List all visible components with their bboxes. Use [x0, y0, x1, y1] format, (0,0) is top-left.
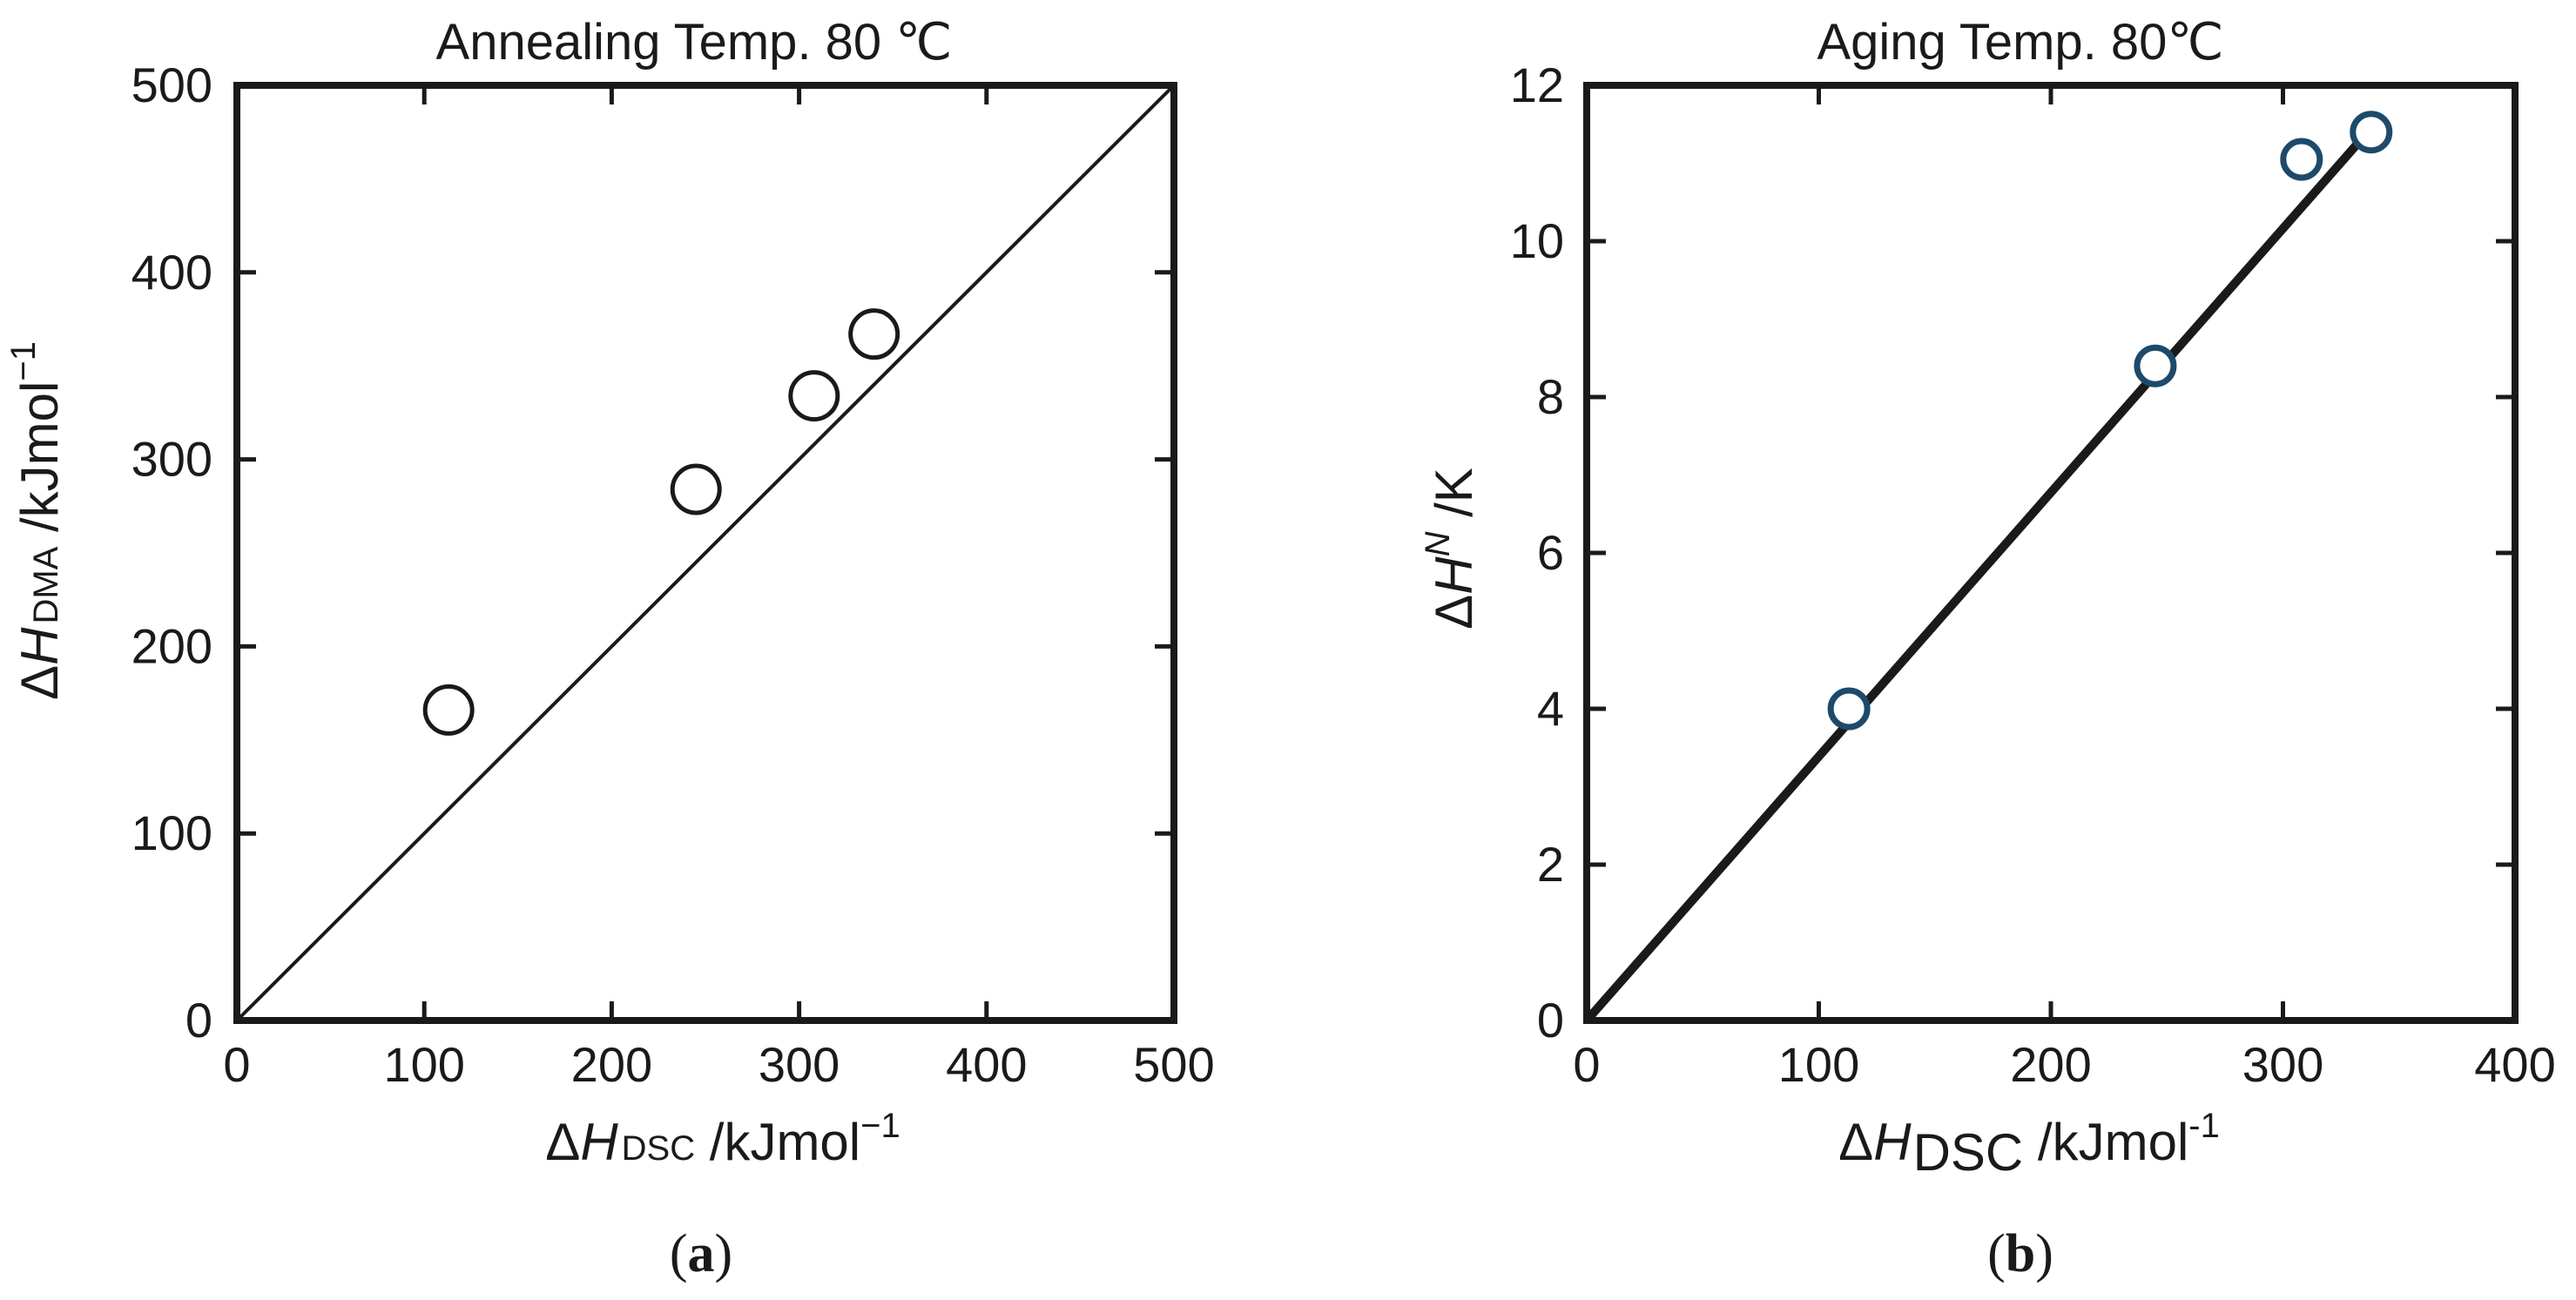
- chart-a-x-axis-label: ΔH DSC /kJmol−1: [545, 1107, 900, 1171]
- chart-a-caption-close: ): [715, 1224, 733, 1283]
- a-y-tick-label: 500: [131, 57, 212, 112]
- chart-a-xlabel-unit: /kJmol: [695, 1113, 860, 1171]
- chart-a-y-axis-label: ΔH DMA /kJmol−1: [4, 341, 69, 700]
- chart-b-x-axis-label: ΔHDSC /kJmol-1: [1838, 1107, 2220, 1182]
- chart-a-xlabel-sup: −1: [860, 1107, 900, 1145]
- a-data-point: [788, 370, 840, 422]
- b-y-tick-label: 2: [1537, 837, 1564, 892]
- b-data-point: [1827, 687, 1871, 731]
- chart-b-caption: (b): [1987, 1224, 2053, 1283]
- chart-a-xlabel-var: H: [580, 1113, 618, 1171]
- chart-b-caption-close: ): [2035, 1224, 2053, 1283]
- chart-a: Annealing Temp. 80 ℃ 0 100 200 300 400 500 0 1…: [4, 14, 1215, 1283]
- chart-b-xlabel-unit: /kJmol: [2023, 1113, 2188, 1171]
- a-data-point: [848, 308, 900, 360]
- chart-a-ylabel-unit: /kJmol: [10, 381, 69, 547]
- a-x-tick-label: 0: [223, 1037, 250, 1092]
- chart-a-points: [422, 308, 900, 736]
- a-data-point: [670, 463, 722, 515]
- chart-a-y-ticks: 0 100 200 300 400 500: [131, 57, 1174, 1047]
- chart-b-ylabel-unit: /K: [1425, 468, 1483, 531]
- a-x-tick-label: 200: [571, 1037, 652, 1092]
- chart-b-xlabel-var: H: [1873, 1113, 1912, 1171]
- chart-b-ylabel-prefix: Δ: [1425, 595, 1483, 630]
- chart-a-ylabel-sub: DMA: [27, 546, 65, 623]
- a-y-tick-label: 300: [131, 432, 212, 487]
- a-x-tick-label: 500: [1133, 1037, 1214, 1092]
- chart-a-title: Annealing Temp. 80 ℃: [436, 14, 953, 71]
- b-y-tick-label: 0: [1537, 993, 1564, 1047]
- chart-b-caption-open: (: [1987, 1224, 2006, 1283]
- b-y-tick-label: 4: [1537, 681, 1564, 736]
- a-y-tick-label: 400: [131, 245, 212, 300]
- chart-b-title: Aging Temp. 80℃: [1817, 14, 2223, 71]
- chart-a-ylabel-var: H: [10, 627, 69, 665]
- a-x-tick-label: 300: [759, 1037, 840, 1092]
- b-data-point: [2280, 138, 2323, 181]
- chart-b-y-ticks: 0 2 4 6 8 10 12: [1510, 57, 2515, 1047]
- a-x-tick-label: 100: [383, 1037, 464, 1092]
- a-y-tick-label: 0: [185, 993, 212, 1047]
- chart-a-ylabel-prefix: Δ: [10, 665, 69, 700]
- b-data-point: [2134, 344, 2177, 387]
- chart-b-xlabel-sub: DSC: [1913, 1123, 2024, 1182]
- b-y-tick-label: 8: [1537, 369, 1564, 424]
- chart-a-plot-frame: [233, 82, 1177, 1024]
- chart-b-y-axis-label: ΔHN /K: [1419, 468, 1483, 630]
- chart-b-ylabel-var: H: [1425, 556, 1483, 595]
- b-x-tick-label: 300: [2242, 1037, 2323, 1092]
- b-y-tick-label: 6: [1537, 525, 1564, 580]
- chart-b-xlabel-prefix: Δ: [1838, 1113, 1873, 1171]
- chart-b-ylabel-sup: N: [1419, 531, 1457, 556]
- b-x-tick-label: 200: [2010, 1037, 2091, 1092]
- a-y-tick-label: 100: [131, 805, 212, 860]
- b-x-tick-label: 0: [1573, 1037, 1600, 1092]
- chart-b: Aging Temp. 80℃ 0 100 200 300 400 024681012 …: [1419, 14, 2556, 1283]
- chart-b-caption-letter: b: [2006, 1224, 2035, 1283]
- b-y-tick-label: 12: [1510, 57, 1564, 112]
- chart-a-xlabel-sub: DSC: [622, 1129, 695, 1168]
- chart-b-plot-frame: [1583, 82, 2519, 1024]
- chart-a-caption-letter: a: [688, 1224, 715, 1283]
- chart-b-xlabel-sup: -1: [2188, 1107, 2220, 1145]
- b-y-tick-label: 10: [1510, 213, 1564, 268]
- a-data-point: [422, 684, 475, 736]
- chart-a-reference-line: [235, 84, 1176, 1022]
- a-x-tick-label: 400: [946, 1037, 1027, 1092]
- chart-a-x-ticks: 0 100 200 300 400 500: [223, 85, 1215, 1092]
- b-x-tick-label: 400: [2474, 1037, 2555, 1092]
- chart-b-x-ticks: 0 100 200 300 400: [1573, 85, 2556, 1092]
- chart-b-points: [1827, 111, 2393, 731]
- chart-b-fit-line: [1583, 125, 2375, 1024]
- chart-a-ylabel-sup: −1: [4, 341, 43, 381]
- b-x-tick-label: 100: [1778, 1037, 1859, 1092]
- a-y-tick-label: 200: [131, 618, 212, 673]
- chart-a-caption: (a): [670, 1224, 732, 1283]
- chart-a-caption-open: (: [670, 1224, 688, 1283]
- b-data-point: [2350, 111, 2393, 154]
- chart-a-xlabel-prefix: Δ: [545, 1113, 580, 1171]
